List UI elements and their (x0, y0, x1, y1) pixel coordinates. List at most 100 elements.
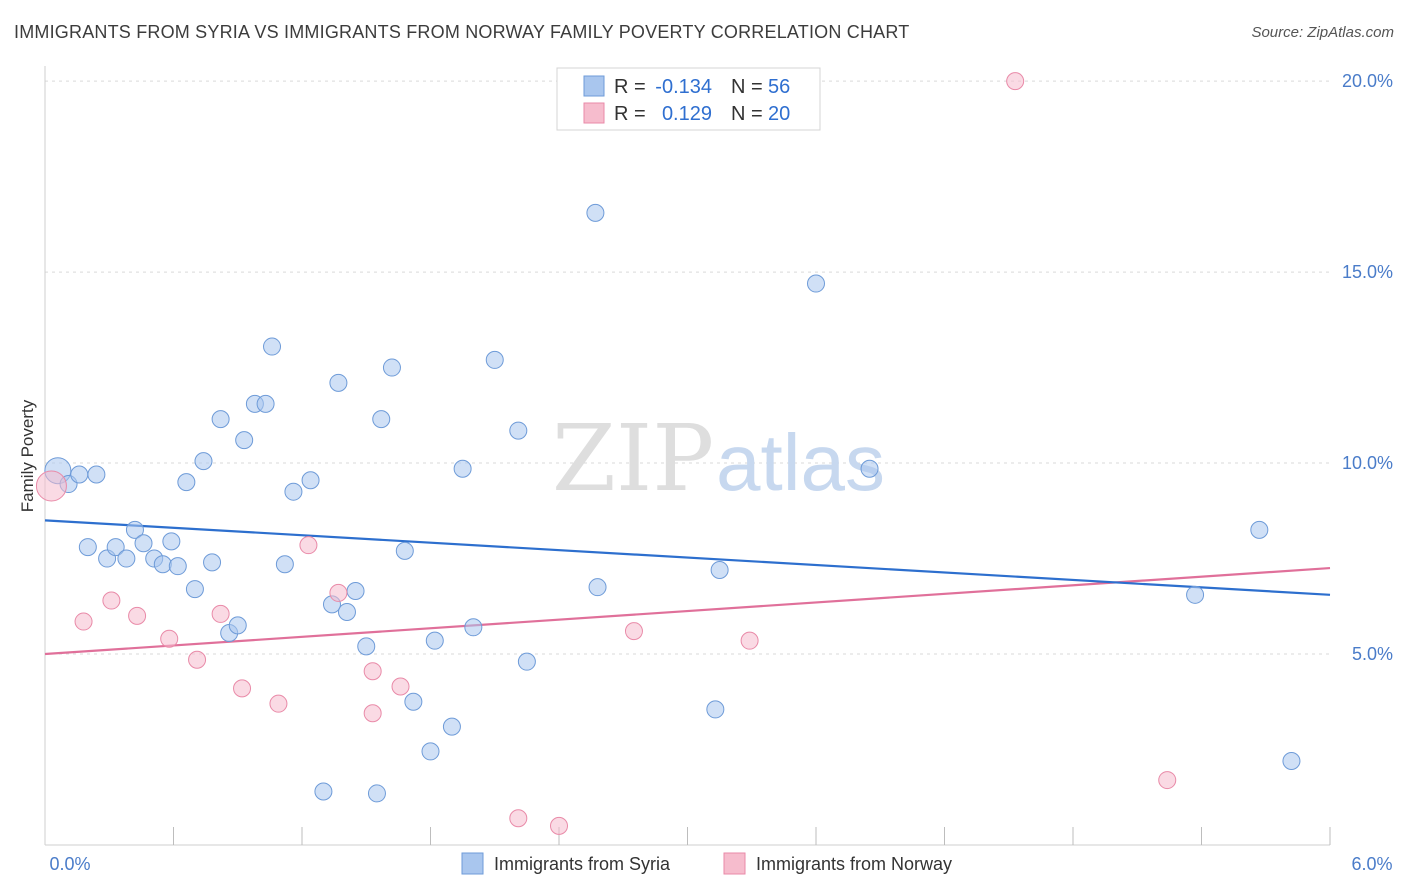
data-point-norway (1006, 72, 1025, 91)
data-point-syria (807, 274, 825, 293)
data-point-syria (87, 465, 106, 484)
data-point-norway (509, 809, 528, 828)
data-point-syria (70, 465, 89, 484)
data-point-syria (464, 618, 483, 637)
trend-lines (44, 519, 1331, 656)
stats-syria-r-value: -0.134 (655, 76, 712, 98)
data-point-syria (860, 459, 879, 478)
y-tick-labels: 5.0% 10.0% 15.0% 20.0% (1342, 71, 1393, 664)
legend-label-syria: Immigrants from Syria (494, 854, 671, 874)
chart-source: Source: ZipAtlas.com (1251, 24, 1394, 41)
data-point-syria (125, 520, 144, 539)
data-point-syria (357, 637, 376, 656)
data-point-syria (706, 700, 725, 719)
stats-swatch-syria (583, 75, 605, 97)
data-point-syria (162, 532, 181, 551)
chart-title: IMMIGRANTS FROM SYRIA VS IMMIGRANTS FROM… (14, 22, 910, 42)
data-point-syria (329, 373, 348, 392)
stats-norway-n-label: N = (731, 103, 763, 125)
watermark: ZIP atlas (552, 405, 885, 512)
series-norway-points (35, 72, 1177, 835)
trend-line-syria (44, 519, 1331, 596)
data-point-norway (35, 470, 67, 502)
data-point-norway (128, 606, 147, 625)
data-point-syria (442, 717, 461, 736)
stats-norway-n-value: 20 (768, 103, 790, 125)
data-point-syria (367, 784, 386, 803)
grid-lines (45, 80, 1330, 655)
y-tick-label: 20.0% (1342, 71, 1393, 91)
data-point-norway (188, 650, 207, 669)
data-point-norway (102, 591, 121, 610)
data-point-norway (160, 629, 179, 648)
legend-label-norway: Immigrants from Norway (756, 854, 952, 874)
data-point-syria (314, 782, 333, 801)
trend-line-norway (44, 566, 1331, 656)
data-point-syria (134, 534, 153, 553)
data-point-norway (624, 622, 643, 641)
data-point-norway (363, 662, 382, 681)
data-point-syria (421, 742, 440, 761)
data-point-norway (363, 704, 382, 723)
legend-swatch-syria (461, 852, 484, 875)
data-point-syria (372, 410, 391, 429)
data-point-syria (117, 549, 136, 568)
data-point-syria (203, 553, 222, 572)
series-legend: Immigrants from Syria Immigrants from No… (461, 852, 952, 875)
y-tick-label: 5.0% (1352, 644, 1393, 664)
data-point-syria (485, 350, 504, 369)
data-point-syria (301, 471, 320, 490)
stats-norway-r-value: 0.129 (662, 103, 712, 125)
data-point-syria (453, 459, 472, 478)
data-point-syria (517, 652, 536, 671)
data-point-syria (382, 358, 401, 377)
stats-syria-n-label: N = (731, 76, 763, 98)
data-point-syria (1250, 520, 1269, 539)
watermark-atlas: atlas (716, 418, 885, 507)
x-tick-label-start: 0.0% (49, 854, 90, 874)
data-point-norway (740, 631, 759, 650)
data-point-syria (194, 452, 213, 471)
stats-swatch-norway (583, 102, 605, 124)
data-point-syria (1282, 751, 1301, 770)
y-tick-label: 15.0% (1342, 262, 1393, 282)
stats-legend: R = -0.134 N = 56 R = 0.129 N = 20 (556, 67, 821, 131)
x-tick-marks (173, 827, 1331, 845)
y-axis-title: Family Poverty (18, 399, 37, 512)
data-point-syria (263, 337, 282, 356)
data-point-syria (235, 431, 254, 450)
data-point-syria (588, 578, 607, 597)
data-point-syria (586, 203, 605, 222)
data-point-norway (550, 816, 568, 835)
data-point-norway (74, 612, 93, 631)
data-point-syria (153, 555, 172, 574)
data-point-syria (404, 692, 423, 711)
data-point-syria (256, 394, 275, 413)
stats-syria-r-label: R = (614, 76, 646, 98)
data-point-norway (1158, 771, 1177, 790)
data-point-syria (78, 538, 97, 557)
series-syria-points (44, 203, 1301, 803)
data-point-syria (185, 580, 204, 599)
data-point-syria (228, 616, 247, 635)
data-point-syria (395, 541, 414, 560)
data-point-norway (391, 677, 410, 696)
data-point-syria (211, 410, 230, 429)
data-point-syria (710, 560, 729, 579)
stats-norway-r-label: R = (614, 103, 646, 125)
data-point-norway (233, 679, 252, 698)
data-point-norway (299, 536, 318, 555)
data-point-syria (284, 482, 303, 501)
data-point-syria (346, 582, 365, 601)
legend-swatch-norway (723, 852, 746, 875)
data-point-syria (168, 557, 187, 576)
data-point-syria (106, 538, 125, 557)
watermark-zip: ZIP (552, 405, 714, 512)
data-point-norway (211, 604, 230, 623)
data-point-norway (329, 583, 348, 602)
stats-syria-n-value: 56 (768, 76, 790, 98)
data-point-syria (425, 631, 444, 650)
data-point-norway (269, 694, 288, 713)
y-tick-label: 10.0% (1342, 453, 1393, 473)
